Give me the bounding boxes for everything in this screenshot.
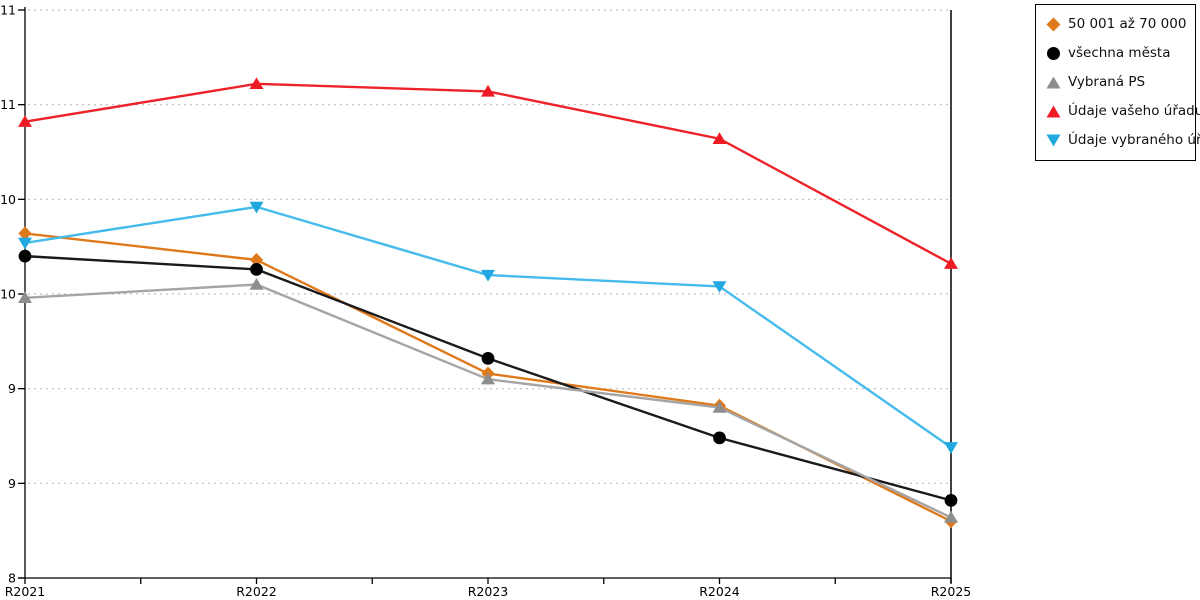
legend-label: Údaje vybraného úřadu [1068,131,1200,148]
diamond-marker[interactable] [18,226,32,241]
triangle-down-marker[interactable] [944,442,958,454]
triangle-up-icon [1046,105,1061,118]
x-tick-label: R2021 [5,584,46,599]
triangle-down-marker[interactable] [481,269,495,282]
triangle-up-marker[interactable] [18,115,32,127]
circle-marker[interactable] [713,431,726,445]
triangle-down-icon [1046,134,1061,147]
legend-label: všechna města [1068,44,1171,61]
x-tick-label: R2025 [931,584,972,599]
triangle-up-icon [1046,76,1061,89]
y-tick-label: 10 [0,192,16,207]
triangle-up-marker[interactable] [712,132,727,144]
legend-item-50001-az-70000[interactable]: 50 001 až 70 000 [1046,10,1191,39]
triangle-down-marker[interactable] [712,281,727,293]
x-tick-label: R2023 [468,584,509,599]
circle-marker[interactable] [250,262,263,276]
series-line-3 [23,82,953,265]
y-tick-label: 11 [0,97,16,112]
diamond-icon [1046,17,1061,32]
y-tick-label: 10 [0,287,16,302]
triangle-down-marker[interactable] [18,237,32,250]
legend-label: Údaje vašeho úřadu [1068,102,1200,119]
triangle-up-marker[interactable] [249,278,264,290]
series-line-4 [23,205,953,449]
circle-marker[interactable] [481,351,495,365]
triangle-up-marker[interactable] [249,77,264,90]
x-tick-label: R2024 [699,584,740,599]
y-tick-label: 9 [8,381,16,396]
legend-item-vybrana-ps[interactable]: Vybraná PS [1046,68,1191,97]
y-tick-label: 11 [0,3,16,18]
legend-label: 50 001 až 70 000 [1068,15,1187,32]
legend-item-udaje-vybraneho-uradu[interactable]: Údaje vybraného úřadu [1046,126,1200,155]
triangle-up-marker[interactable] [944,510,958,523]
y-tick-label: 9 [8,476,16,491]
legend-item-vsechna-mesta[interactable]: všechna města [1046,39,1191,68]
circle-marker[interactable] [18,249,32,263]
diamond-marker[interactable] [249,252,264,267]
y-tick-label: 8 [8,571,16,586]
triangle-up-marker[interactable] [944,257,958,269]
series-line-2 [23,283,953,519]
legend-label: Vybraná PS [1068,73,1146,90]
circle-icon [1047,47,1060,60]
triangle-up-marker[interactable] [712,401,727,413]
legend-item-udaje-vaseho-uradu[interactable]: Údaje vašeho úřadu [1046,97,1200,126]
triangle-up-marker[interactable] [18,291,32,303]
triangle-up-marker[interactable] [481,372,495,385]
x-tick-label: R2022 [236,584,277,599]
triangle-up-marker[interactable] [481,84,495,97]
triangle-down-marker[interactable] [249,201,264,214]
circle-marker[interactable] [944,493,958,507]
legend: 50 001 až 70 000 všechna města Vybraná P… [1035,4,1200,161]
